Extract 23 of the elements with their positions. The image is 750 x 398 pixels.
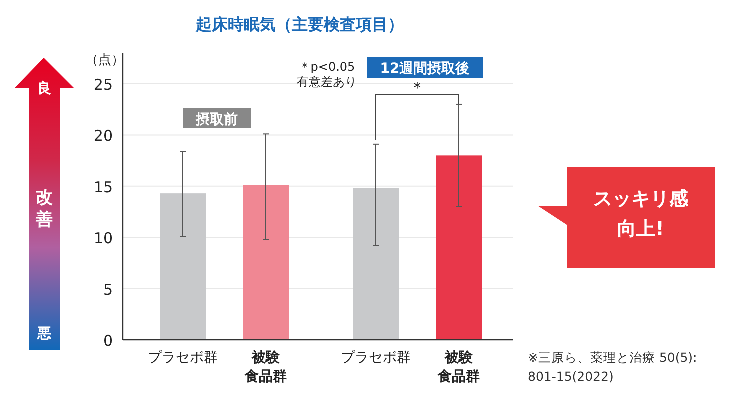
chart-title: 起床時眠気（主要検査項目） [195,15,404,34]
x-tick-label: プラセボ群 [148,350,218,366]
y-tick-label: 10 [94,230,113,248]
label-box-before: 摂取前 [183,108,251,128]
y-tick-label: 15 [94,178,113,196]
y-tick-label: 5 [103,280,113,299]
x-tick-label: プラセボ群 [341,350,411,366]
text: 改善 [35,188,53,230]
annotation: ＊ [410,78,426,97]
text: スッキリ感向上! [594,188,690,240]
text: 良 [38,80,52,97]
label-box-after: 12週間摂取後 [367,57,483,78]
y-axis-title: （点） [86,53,124,68]
x-tick-label: 被験食品群 [437,349,480,385]
text: 悪 [36,326,52,342]
y-tick-label: 0 [103,332,113,350]
annotation: ＊p<0.05 有意差あり [297,60,357,89]
annotation: 12週間摂取後 [380,61,470,77]
y-tick-label: 20 [94,127,113,146]
x-tick-label: 被験食品群 [244,349,287,385]
y-tick-label: 25 [94,76,113,94]
text: ※三原ら、薬理と治療 50(5): 801-15(2022) [528,350,698,384]
annotation: 摂取前 [195,112,238,128]
